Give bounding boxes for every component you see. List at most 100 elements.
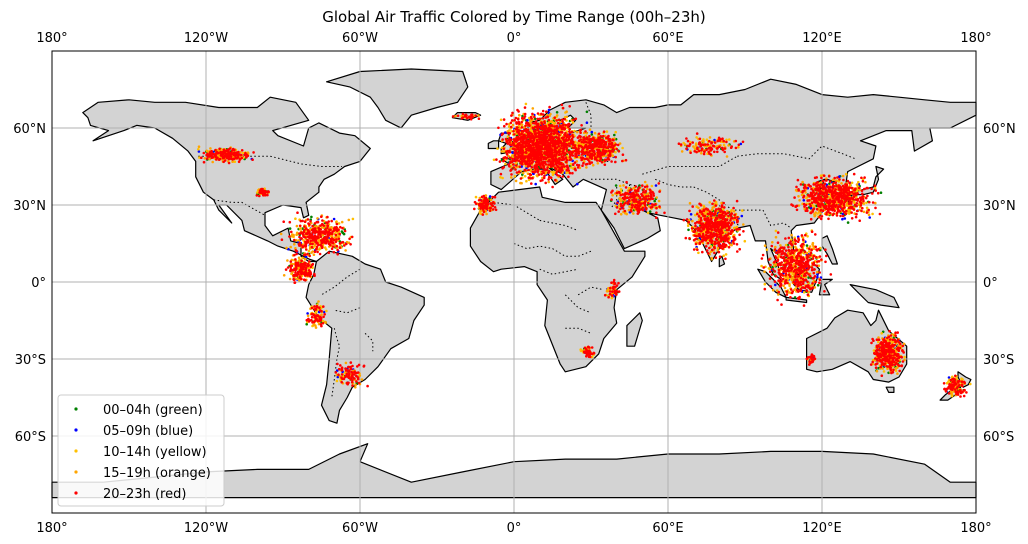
flight-point [311,239,314,242]
flight-point [303,261,307,265]
flight-point [724,253,728,256]
flight-point [743,239,747,243]
flight-point [210,149,213,153]
flight-point [335,226,339,230]
flight-point [701,140,704,143]
flight-point [219,151,223,155]
flight-point [311,235,314,238]
flight-point [725,138,728,142]
flight-point [232,153,235,157]
flight-point [517,170,521,173]
flight-point [877,340,880,344]
flight-point [309,265,313,269]
flight-point [293,281,297,285]
flight-point [864,180,867,184]
flight-point [843,217,847,220]
flight-point [792,276,795,279]
flight-point [320,215,323,218]
flight-point [362,364,366,368]
flight-point [865,201,868,205]
flight-point [232,157,236,161]
flight-point [316,250,319,254]
flight-point [332,217,336,221]
flight-point [228,147,232,150]
flight-point [825,177,828,180]
flight-point [325,309,328,313]
flight-point [314,324,317,327]
flight-point [585,121,589,124]
flight-point [777,293,780,296]
flight-point [299,264,303,268]
flight-point [315,304,319,308]
flight-point [508,149,511,153]
flight-point [793,296,797,299]
flight-point [319,235,323,239]
flight-point [306,312,309,315]
flight-point [336,375,340,379]
flight-point [648,210,652,213]
flight-point [722,143,726,147]
flight-point [563,165,566,168]
flight-point [680,150,684,153]
flight-point [322,226,326,229]
flight-point [282,274,286,277]
flight-point [713,138,716,142]
flight-point [314,314,318,318]
flight-point [553,121,557,125]
flight-point [297,264,300,267]
flight-points [197,102,972,398]
flight-point [202,160,206,164]
country-border [539,219,579,232]
flight-point [360,378,364,381]
country-border [577,286,604,296]
flight-point [512,133,516,136]
flight-point [619,198,622,201]
flight-point [529,168,533,171]
flight-point [300,259,303,263]
flight-point [335,244,339,248]
flight-point [565,171,568,175]
flight-point [790,233,793,237]
flight-point [802,291,806,294]
flight-point [315,245,319,248]
flight-point [903,355,906,359]
country-border [552,248,592,257]
flight-point [203,157,207,160]
flight-point [320,245,324,248]
flight-point [306,314,310,318]
flight-point [297,239,301,242]
flight-point [590,133,594,136]
flight-point [625,212,628,216]
flight-point [852,201,856,204]
flight-point [328,228,331,232]
flight-point [325,238,329,242]
flight-point [297,259,301,262]
flight-point [802,199,806,202]
flight-point [691,219,694,223]
flight-point [321,219,324,222]
flight-point [650,184,654,188]
flight-point [284,268,288,271]
flight-point [294,271,297,274]
flight-point [356,365,359,368]
flight-point [697,251,700,255]
flight-point [569,162,573,166]
flight-point [332,229,335,233]
flight-point [214,154,217,157]
flight-point [896,372,899,375]
flight-point [295,277,299,281]
flight-point [504,131,507,134]
flight-point [627,208,631,212]
flight-point [855,183,859,186]
flight-point [330,232,334,236]
flight-point [324,235,328,239]
flight-point [349,243,352,246]
flight-point [886,367,889,371]
flight-point [216,156,219,160]
flight-point [218,147,221,151]
flight-point [816,283,820,287]
flight-point [351,364,354,368]
flight-point [706,152,709,155]
flight-point [301,232,305,236]
flight-point [330,247,334,251]
